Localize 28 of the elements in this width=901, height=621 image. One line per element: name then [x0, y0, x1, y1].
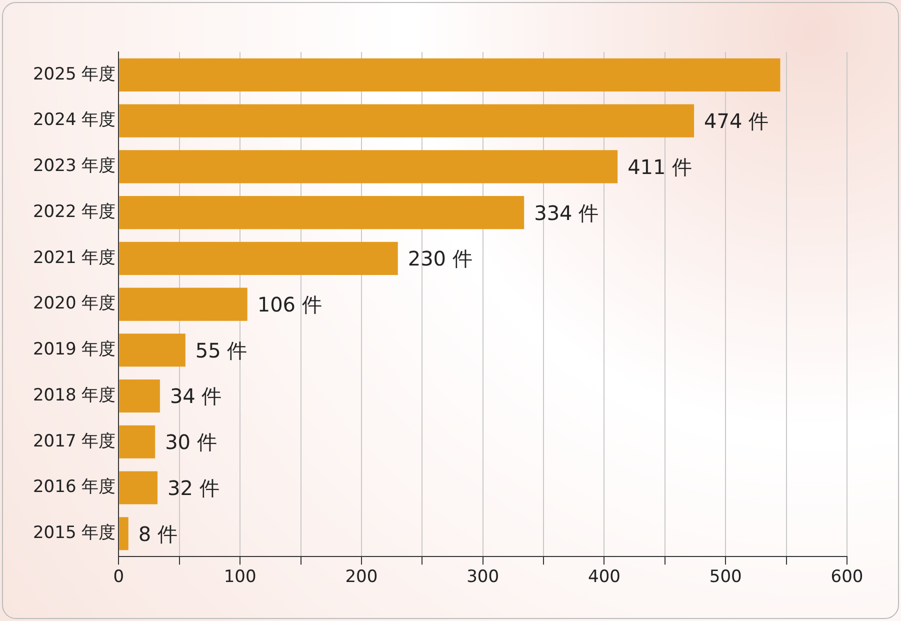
y-tick-label: 2019 年度 [32, 340, 116, 360]
x-tick-label: 600 [830, 567, 864, 588]
y-tick-label: 2018 年度 [32, 385, 116, 406]
y-tick-label: 2021 年度 [32, 248, 116, 268]
data-label: 106 件 [257, 292, 322, 317]
data-label: 474 件 [704, 109, 769, 134]
x-tick-label: 400 [588, 567, 620, 588]
y-tick-label: 2015 年度 [32, 523, 116, 544]
data-label: 334 件 [534, 200, 599, 225]
data-label: 8 件 [138, 522, 178, 546]
x-tick-label: 0 [113, 567, 124, 588]
x-tick-label: 300 [466, 567, 500, 588]
y-tick-label: 2025 年度 [32, 64, 116, 84]
x-tick-label: 500 [709, 567, 742, 588]
data-label: 34 件 [170, 384, 222, 408]
y-tick-label: 2020 年度 [32, 294, 116, 314]
y-tick-label: 2017 年度 [32, 431, 116, 452]
data-label: 411 件 [628, 154, 692, 179]
data-label: 32 件 [168, 476, 220, 500]
data-label: 30 件 [165, 430, 217, 454]
y-tick-label: 2016 年度 [32, 477, 116, 498]
x-tick-label: 200 [345, 567, 378, 588]
data-label: 230 件 [408, 246, 472, 271]
x-tick-label: 100 [224, 567, 256, 588]
y-tick-label: 2022 年度 [32, 202, 116, 222]
y-tick-label: 2023 年度 [32, 156, 116, 176]
data-label: 55 件 [195, 338, 248, 362]
y-tick-label: 2024 年度 [32, 110, 116, 130]
